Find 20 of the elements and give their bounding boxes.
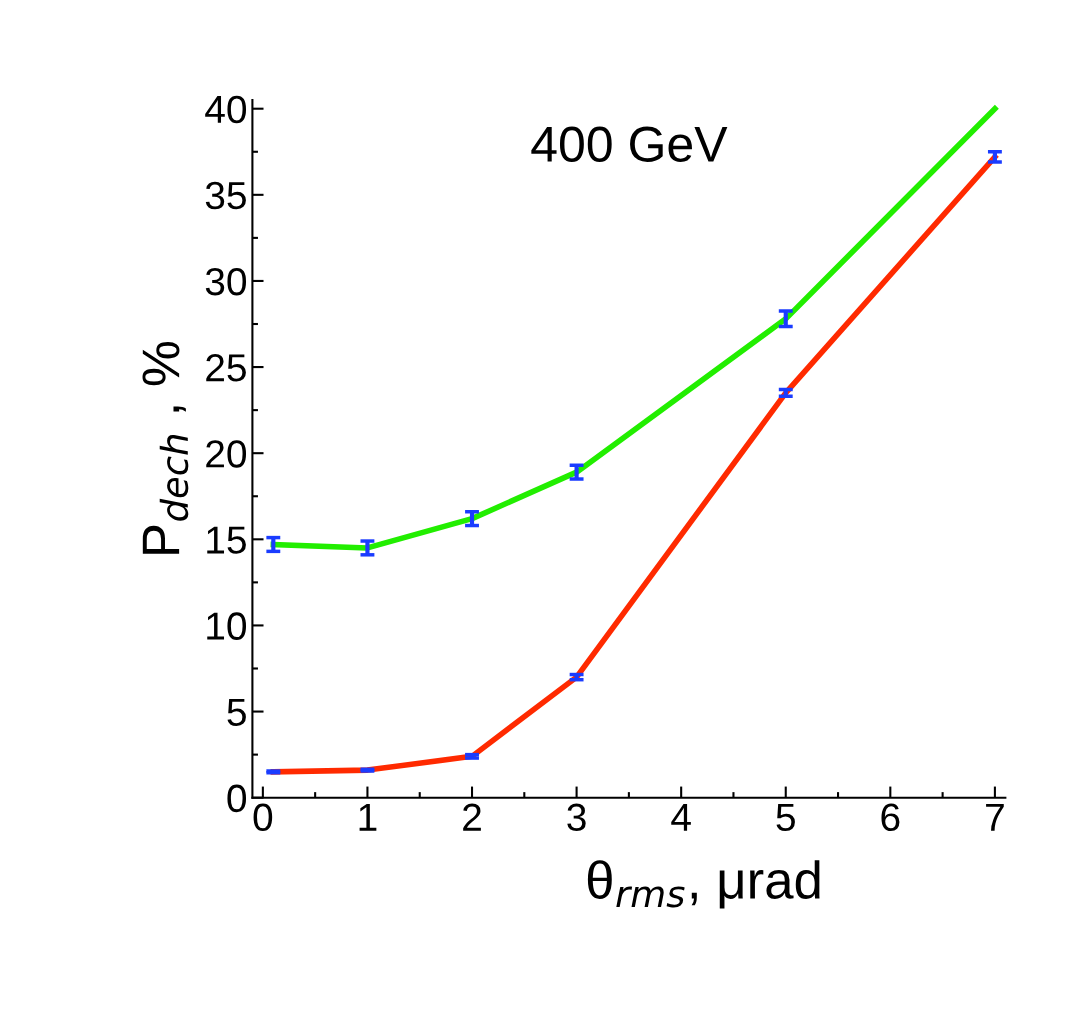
y-tick-label: 30 bbox=[205, 267, 247, 296]
y-tick-label: 15 bbox=[207, 526, 246, 554]
x-tick-label: 0 bbox=[253, 803, 273, 832]
x-tick-label: 5 bbox=[776, 803, 795, 832]
y-tick-label: 35 bbox=[205, 181, 246, 210]
x-tick-label: 4 bbox=[671, 803, 691, 831]
y-tick-label: 10 bbox=[207, 612, 247, 640]
y-tick-label: 25 bbox=[206, 354, 246, 382]
y-tick-label: 40 bbox=[205, 95, 247, 124]
y-axis-title: P$_{dech}$ , % bbox=[142, 342, 189, 554]
x-tick-label: 6 bbox=[881, 803, 900, 832]
x-tick-label: 7 bbox=[986, 803, 1004, 831]
x-tick-label: 1 bbox=[359, 803, 377, 831]
y-tick-label: 0 bbox=[227, 784, 247, 813]
chart-title: 400 GeV bbox=[531, 126, 728, 163]
x-tick-label: 3 bbox=[567, 803, 586, 832]
x-tick-label: 2 bbox=[463, 803, 481, 831]
x-axis-title: θ$_{rms}$, μrad bbox=[587, 860, 820, 909]
y-tick-label: 20 bbox=[206, 440, 247, 468]
y-tick-label: 5 bbox=[227, 698, 246, 727]
